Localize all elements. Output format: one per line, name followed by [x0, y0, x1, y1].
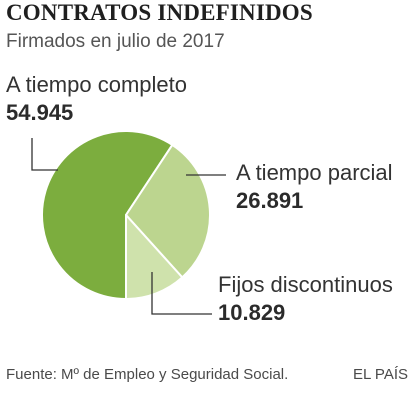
slice-label-parcial: A tiempo parcial — [236, 160, 393, 185]
chart-subtitle: Firmados en julio de 2017 — [6, 31, 225, 52]
chart-title: CONTRATOS INDEFINIDOS — [6, 0, 313, 25]
source-note: Fuente: Mº de Empleo y Seguridad Social. — [6, 366, 289, 383]
slice-label-completo: A tiempo completo — [6, 72, 187, 97]
slice-label-discontinuos: Fijos discontinuos — [218, 272, 393, 297]
slice-value-discontinuos: 10.829 — [218, 300, 285, 325]
pie-slice-discontinuos — [125, 214, 184, 300]
pie-slice-parcial — [125, 143, 211, 279]
leader-line-discontinuos — [151, 272, 212, 315]
pie-slice-completo — [41, 130, 174, 300]
slice-value-completo: 54.945 — [6, 100, 73, 125]
slice-value-parcial: 26.891 — [236, 188, 303, 213]
leader-line-completo — [31, 138, 58, 171]
brand-logo: EL PAÍS — [352, 366, 408, 383]
